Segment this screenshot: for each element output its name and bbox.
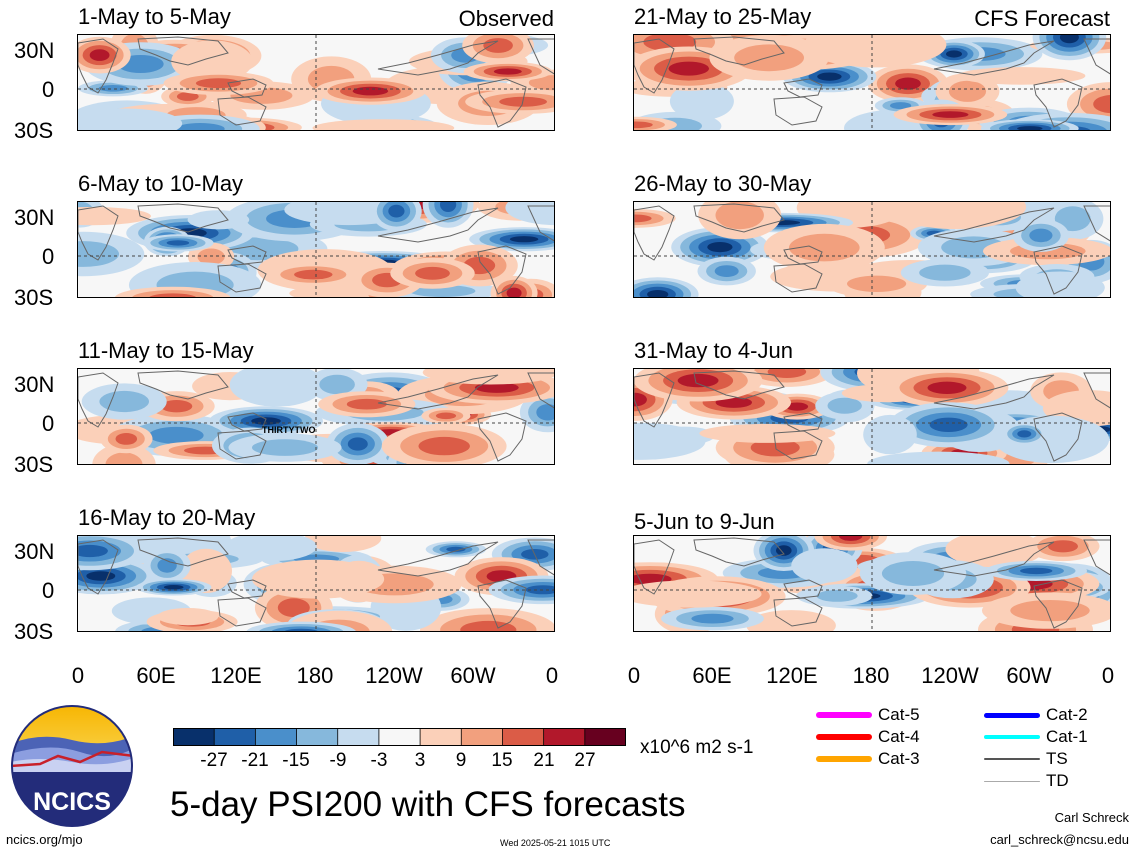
legend-swatch — [984, 735, 1040, 739]
colorbar-tick: 21 — [533, 750, 555, 771]
lon-label: 60E — [136, 663, 176, 688]
panel-title: 26-May to 30-May — [634, 171, 812, 196]
colorbar-units: x10^6 m2 s-1 — [640, 737, 754, 758]
map-panel — [77, 368, 555, 465]
author-email[interactable]: carl_schreck@ncsu.edu — [990, 832, 1129, 847]
lat-label: 30N — [14, 372, 55, 397]
colorbar-swatch — [173, 728, 215, 746]
lat-label: 0 — [42, 77, 55, 102]
lon-label: 180 — [852, 663, 890, 688]
lon-label: 0 — [71, 663, 85, 688]
colorbar-swatch — [502, 728, 545, 746]
lon-label: 60W — [450, 663, 496, 688]
map-panel — [77, 34, 555, 131]
timestamp: Wed 2025-05-21 1015 UTC — [500, 838, 611, 848]
lon-label: 120E — [210, 663, 262, 688]
lat-label: 30N — [14, 38, 55, 63]
legend-swatch — [984, 758, 1040, 760]
colorbar-swatch — [420, 728, 462, 746]
colorbar-tick: -21 — [241, 750, 269, 771]
storm-annotation: THIRTYTWO — [262, 425, 316, 435]
colorbar-tick: 3 — [414, 750, 426, 771]
colorbar-swatch — [584, 728, 627, 746]
legend-swatch — [816, 756, 872, 762]
observed-header: Observed — [458, 6, 554, 31]
lon-label: 120E — [766, 663, 818, 688]
legend-label: Cat-5 — [878, 705, 920, 724]
colorbar-tick: -27 — [200, 750, 228, 771]
map-panel — [633, 368, 1111, 465]
lat-label: 0 — [42, 244, 55, 269]
legend-label: TS — [1046, 749, 1068, 768]
colorbar-swatch — [214, 728, 256, 746]
legend-label: Cat-4 — [878, 727, 920, 746]
colorbar-swatch — [337, 728, 380, 746]
website-link[interactable]: ncics.org/mjo — [6, 832, 83, 847]
colorbar-swatch — [461, 728, 503, 746]
colorbar-tick: -9 — [329, 750, 347, 771]
map-panel — [633, 535, 1111, 632]
legend-swatch — [984, 712, 1040, 718]
colorbar-tick: 27 — [574, 750, 596, 771]
lat-label: 0 — [42, 578, 55, 603]
lon-label: 0 — [1101, 663, 1115, 688]
ncics-logo: NCICS — [10, 704, 134, 828]
legend-swatch — [816, 712, 872, 718]
legend-item: Cat-1 — [984, 727, 1088, 747]
legend-item: Cat-4 — [816, 727, 920, 747]
colorbar-swatch — [543, 728, 586, 746]
legend-swatch — [816, 734, 872, 740]
lat-label: 30N — [14, 205, 55, 230]
legend-label: Cat-3 — [878, 749, 920, 768]
colorbar-swatch — [378, 728, 421, 746]
legend-swatch — [984, 780, 1040, 782]
panel-title: 5-Jun to 9-Jun — [634, 509, 775, 534]
lon-label: 120W — [921, 663, 979, 688]
main-title: 5-day PSI200 with CFS forecasts — [170, 785, 686, 824]
legend-label: Cat-1 — [1046, 727, 1088, 746]
lon-label: 60E — [692, 663, 732, 688]
lon-label: 0 — [545, 663, 559, 688]
colorbar-tick: -3 — [370, 750, 388, 771]
map-panel — [633, 201, 1111, 298]
lon-label: 0 — [627, 663, 641, 688]
legend-item: Cat-3 — [816, 749, 920, 769]
panel-title: 31-May to 4-Jun — [634, 338, 793, 363]
panel-title: 6-May to 10-May — [78, 171, 244, 196]
map-panel — [77, 535, 555, 632]
lon-label: 120W — [365, 663, 423, 688]
legend-label: TD — [1046, 771, 1069, 790]
lat-label: 30S — [14, 118, 54, 143]
colorbar-swatch — [255, 728, 298, 746]
colorbar-tick: -15 — [282, 750, 310, 771]
lat-label: 30S — [14, 619, 54, 644]
forecast-header: CFS Forecast — [974, 6, 1110, 31]
colorbar-tick: 9 — [455, 750, 467, 771]
legend-item: TS — [984, 749, 1068, 769]
panel-title: 21-May to 25-May — [634, 4, 812, 29]
lon-label: 180 — [296, 663, 334, 688]
legend-item: TD — [984, 771, 1069, 791]
legend-item: Cat-2 — [984, 705, 1088, 725]
lon-label: 60W — [1006, 663, 1052, 688]
colorbar-tick: 15 — [491, 750, 513, 771]
map-panel — [633, 34, 1111, 131]
map-panel — [77, 201, 555, 298]
lat-label: 30S — [14, 452, 54, 477]
legend-item: Cat-5 — [816, 705, 920, 725]
lat-label: 30N — [14, 539, 55, 564]
lat-label: 0 — [42, 411, 55, 436]
panel-title: 1-May to 5-May — [78, 4, 231, 29]
legend-label: Cat-2 — [1046, 705, 1088, 724]
panel-title: 16-May to 20-May — [78, 505, 256, 530]
author-name: Carl Schreck — [1054, 810, 1129, 825]
logo-text: NCICS — [33, 788, 111, 816]
panel-title: 11-May to 15-May — [78, 338, 254, 363]
colorbar — [173, 728, 627, 746]
colorbar-swatch — [296, 728, 339, 746]
lat-label: 30S — [14, 285, 54, 310]
